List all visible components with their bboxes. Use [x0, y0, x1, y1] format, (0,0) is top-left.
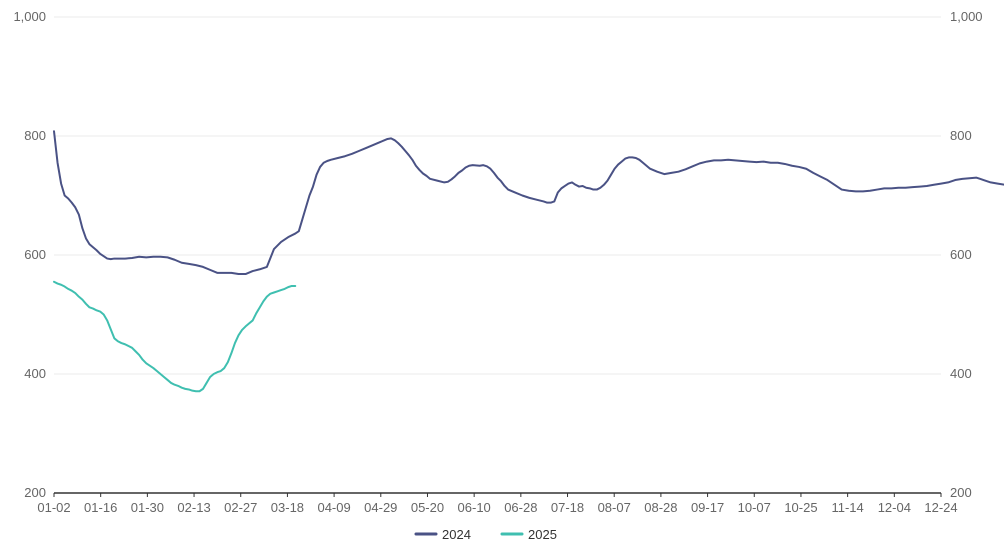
- x-tick-label: 11-14: [831, 500, 863, 515]
- gridlines: [54, 16, 941, 375]
- x-tick-label: 06-10: [458, 500, 491, 515]
- y-tick-label-right: 1,000: [950, 9, 983, 24]
- x-tick-label: 01-02: [37, 500, 70, 515]
- x-tick-label: 10-25: [784, 500, 817, 515]
- x-tick-label: 09-17: [691, 500, 724, 515]
- y-tick-label-left: 1,000: [13, 9, 46, 24]
- x-tick-label: 05-20: [411, 500, 444, 515]
- x-tick-label: 12-24: [924, 500, 957, 515]
- y-tick-label-left: 600: [24, 247, 46, 262]
- legend-label-2025[interactable]: 2025: [528, 527, 557, 542]
- y-tick-label-right: 600: [950, 247, 972, 262]
- x-tick-label: 04-29: [364, 500, 397, 515]
- y-tick-label-left: 400: [24, 366, 46, 381]
- series-line-2024: [53, 130, 1004, 276]
- x-tick-label: 01-16: [84, 500, 117, 515]
- x-tick-label: 12-04: [878, 500, 911, 515]
- axes: 200 200 400 400 600 600 800 800 1,000 1,000 01-02 0…: [13, 9, 982, 515]
- series-line-2025: [53, 280, 297, 393]
- x-tick-label: 03-18: [271, 500, 304, 515]
- y-tick-label-right: 200: [950, 485, 972, 500]
- x-tick-label: 10-07: [738, 500, 771, 515]
- x-tick-label: 06-28: [504, 500, 537, 515]
- x-tick-label: 04-09: [317, 500, 350, 515]
- x-tick-label: 01-30: [131, 500, 164, 515]
- legend: 2024 2025: [414, 527, 557, 542]
- y-tick-label-left: 800: [24, 128, 46, 143]
- legend-label-2024[interactable]: 2024: [442, 527, 471, 542]
- x-tick-label: 08-28: [644, 500, 677, 515]
- x-tick-label: 07-18: [551, 500, 584, 515]
- series-lines: [53, 130, 1004, 393]
- x-tick-label: 02-27: [224, 500, 257, 515]
- x-tick-label: 02-13: [177, 500, 210, 515]
- y-tick-label-right: 400: [950, 366, 972, 381]
- y-tick-label-left: 200: [24, 485, 46, 500]
- y-tick-label-right: 800: [950, 128, 972, 143]
- x-tick-label: 08-07: [598, 500, 631, 515]
